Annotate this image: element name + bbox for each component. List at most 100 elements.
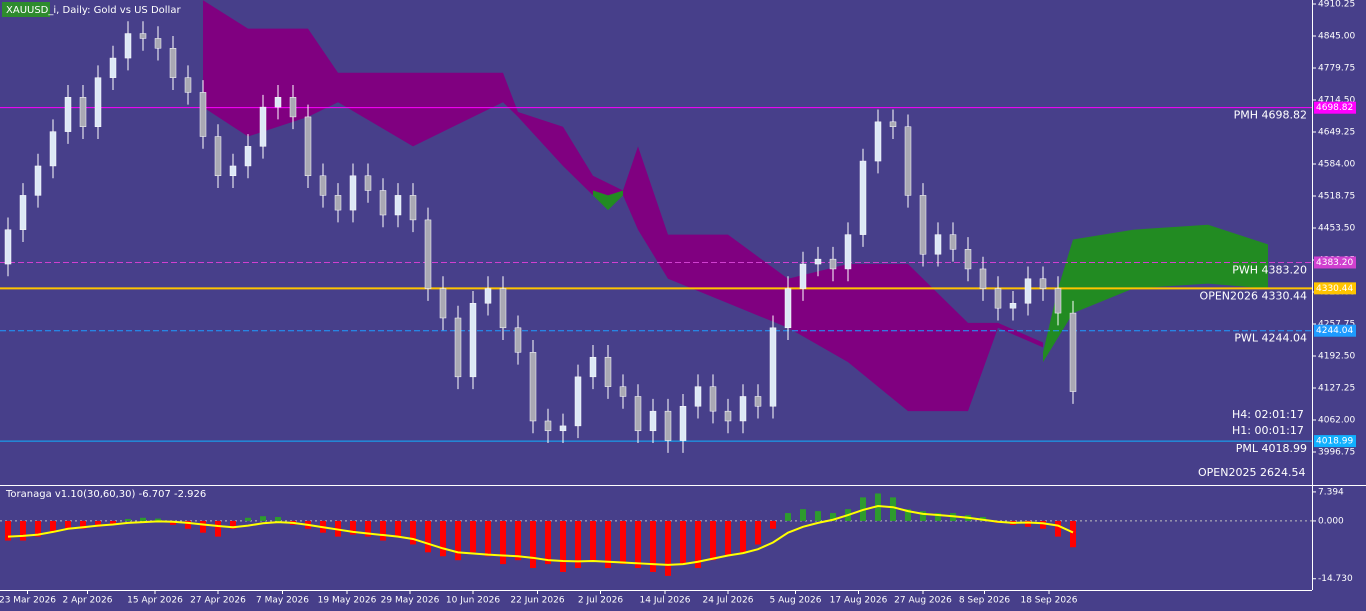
candle-body [994,288,1002,309]
y-tick-label: 4257.75 [1318,319,1355,329]
candle-body [64,97,72,132]
candle-body [199,92,207,137]
y-tick-label: 4845.00 [1318,31,1355,41]
candle-body [319,175,327,196]
histogram-bar [395,520,401,537]
candle-body [829,258,837,270]
histogram-bar [170,520,176,525]
histogram-bar [920,511,926,521]
level-axis-label: 4018.99 [1316,437,1353,447]
x-tick-label: 2 Jul 2026 [578,596,623,606]
histogram-bar [455,520,461,561]
y-tick-label: 4649.25 [1318,127,1355,137]
histogram-bar [485,520,491,557]
candle-body [1054,288,1062,314]
histogram-bar [770,520,776,529]
histogram-bar [830,513,836,521]
histogram-bar [155,518,161,521]
histogram-bar [275,517,281,521]
x-tick-label: 19 May 2026 [318,596,377,606]
candle-body [754,396,762,407]
y-tick-label: 4910.25 [1318,0,1355,9]
candle-body [634,396,642,432]
candle-body [34,165,42,196]
y-tick-label: 4714.50 [1318,95,1355,105]
candle-body [844,234,852,270]
histogram-bar [815,511,821,521]
level-axis-box [1314,435,1356,448]
candle-body [664,410,672,441]
candle-body [379,190,387,216]
histogram-bar [5,520,11,541]
candle-body [214,136,222,177]
candle-body [874,121,882,162]
histogram-bar [890,497,896,521]
level-axis-label: 4330.44 [1316,284,1353,294]
y-tick-label: 4779.75 [1318,63,1355,73]
histogram-bar [1040,520,1046,529]
candle-body [859,160,867,235]
level-label: PMH 4698.82 [1234,109,1307,122]
histogram-bar [560,520,566,572]
x-tick-label: 27 Aug 2026 [894,596,952,606]
candle-body [94,77,102,127]
candle-body [529,352,537,422]
candle-body [544,420,552,432]
level-axis-box [1314,256,1356,269]
histogram-bar [50,520,56,533]
candle-body [889,121,897,127]
level-axis-label: 4698.82 [1316,103,1353,113]
histogram-bar [590,520,596,561]
histogram-bar [410,520,416,545]
x-tick-label: 18 Sep 2026 [1020,596,1077,606]
x-tick-label: 2 Apr 2026 [63,596,113,606]
candle-body [649,410,657,432]
candle-body [814,258,822,265]
x-tick-label: 29 May 2026 [381,596,440,606]
x-tick-label: 17 Aug 2026 [830,596,888,606]
histogram-bar [80,520,86,529]
candle-body [409,195,417,221]
y-tick-label: 3996.75 [1318,447,1355,457]
candle-body [484,288,492,304]
candle-body [514,327,522,353]
candle-body [499,288,507,329]
histogram-bar [755,520,761,545]
x-tick-label: 27 Apr 2026 [190,596,246,606]
candle-body [559,425,567,432]
y-tick-label: 4062.00 [1318,415,1355,425]
candle-body [154,38,162,49]
x-tick-label: 10 Jun 2026 [446,596,500,606]
annotation: OPEN2025 2624.54 [1198,466,1305,479]
histogram-bar [350,520,356,535]
histogram-bar [440,520,446,557]
candle-body [1039,278,1047,289]
candle-body [169,48,177,78]
candle-body [4,229,12,265]
candle-body [769,327,777,407]
histogram-bar [935,513,941,521]
histogram-bar [515,520,521,561]
candle-body [304,116,312,177]
histogram-bar [110,520,116,525]
signal-line [7,505,1074,566]
histogram-bar [635,520,641,569]
candle-body [964,249,972,270]
histogram-bar [185,520,191,529]
candle-body [979,268,987,289]
histogram-bar [380,520,386,541]
y-tick-label: 4127.25 [1318,383,1355,393]
candle-body [1024,278,1032,304]
y-tick-label: 4453.50 [1318,223,1355,233]
level-label: PML 4018.99 [1236,442,1307,455]
candle-body [19,195,27,230]
candle-body [109,57,117,78]
candle-body [724,410,732,422]
annotation: H4: 02:01:17 [1232,408,1304,421]
candle-body [79,97,87,127]
histogram-bar [215,520,221,537]
candle-body [229,165,237,177]
candle-body [439,288,447,319]
